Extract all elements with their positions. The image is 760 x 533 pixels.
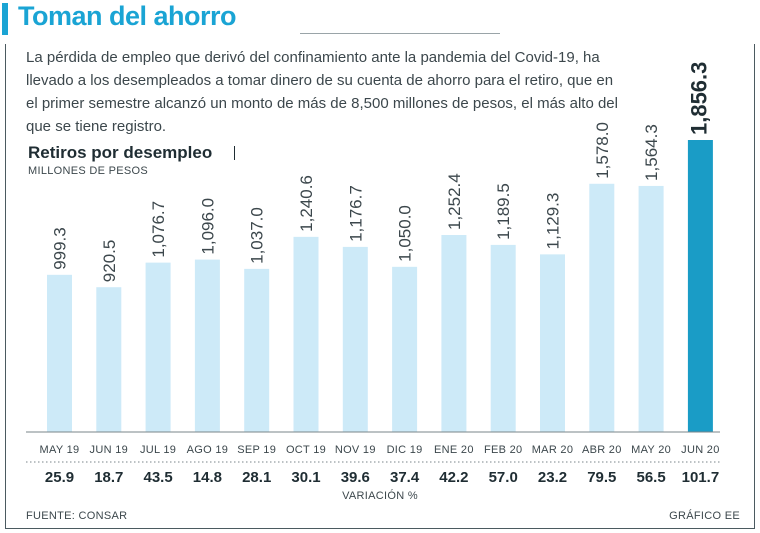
category-label: SEP 19 (237, 444, 276, 456)
title-rule (300, 33, 500, 34)
variation-value: 101.7 (682, 469, 720, 486)
value-label: 999.3 (51, 227, 70, 270)
category-label: AGO 19 (187, 444, 229, 456)
category-label: MAY 19 (40, 444, 80, 456)
chart-title-divider (234, 146, 235, 160)
variation-value: 39.6 (341, 469, 370, 486)
variation-value: 28.1 (242, 469, 271, 486)
category-label: DIC 19 (387, 444, 423, 456)
category-label: FEB 20 (484, 444, 523, 456)
value-label: 1,578.0 (593, 122, 612, 179)
value-label: 1,564.3 (642, 124, 661, 181)
variation-value: 30.1 (291, 469, 320, 486)
bar-jul-19 (145, 262, 171, 432)
bar-dic-19 (392, 266, 418, 432)
bar-jun-20 (687, 140, 713, 432)
category-label: ABR 20 (582, 444, 622, 456)
bar-oct-19 (293, 236, 319, 432)
bar-may-20 (638, 185, 664, 432)
variation-value: 79.5 (587, 469, 616, 486)
graphic-credit: GRÁFICO EE (669, 510, 740, 522)
bar-sep-19 (244, 268, 270, 432)
variation-value: 23.2 (538, 469, 567, 486)
variation-value: 42.2 (439, 469, 468, 486)
source-note: FUENTE: CONSAR (26, 510, 128, 522)
value-label: 1,129.3 (544, 193, 563, 250)
bar-nov-19 (342, 246, 368, 432)
chart-title: Retiros por desempleo (28, 143, 213, 162)
chart-subtitle: MILLONES DE PESOS (28, 165, 149, 177)
category-label: MAR 20 (532, 444, 574, 456)
bar-abr-20 (589, 183, 615, 432)
category-label: MAY 20 (631, 444, 671, 456)
variation-value: 43.5 (143, 469, 172, 486)
value-label: 1,076.7 (149, 201, 168, 258)
value-label: 1,096.0 (198, 198, 217, 255)
value-label: 1,252.4 (445, 173, 464, 230)
category-label: NOV 19 (335, 444, 376, 456)
bar-mar-20 (540, 254, 565, 432)
category-label: OCT 19 (286, 444, 326, 456)
value-label: 1,856.3 (686, 62, 711, 135)
variation-value: 25.9 (45, 469, 74, 486)
variation-value: 18.7 (94, 469, 123, 486)
intro-paragraph: La pérdida de empleo que derivó del conf… (26, 49, 618, 135)
bar-jun-19 (96, 287, 122, 432)
bar-may-19 (47, 274, 72, 432)
variation-value: 37.4 (390, 469, 420, 486)
page-title: Toman del ahorro (18, 1, 237, 31)
value-label: 1,189.5 (494, 183, 513, 240)
bar-ene-20 (441, 234, 467, 432)
category-label: JUN 20 (681, 444, 719, 456)
chart-frame (5, 44, 755, 529)
variation-value: 57.0 (489, 469, 518, 486)
bar-ago-19 (194, 259, 220, 432)
category-label: ENE 20 (434, 444, 474, 456)
category-label: JUL 19 (140, 444, 176, 456)
title-accent-bar (2, 3, 8, 35)
value-label: 920.5 (100, 240, 119, 283)
variation-value: 56.5 (636, 469, 665, 486)
category-label: JUN 19 (90, 444, 128, 456)
value-label: 1,050.0 (396, 205, 415, 262)
bar-feb-20 (490, 244, 516, 432)
variation-value: 14.8 (193, 469, 222, 486)
value-label: 1,176.7 (346, 185, 365, 242)
value-label: 1,240.6 (297, 175, 316, 232)
value-label: 1,037.0 (248, 207, 267, 264)
variation-axis-title: VARIACIÓN % (342, 490, 418, 502)
